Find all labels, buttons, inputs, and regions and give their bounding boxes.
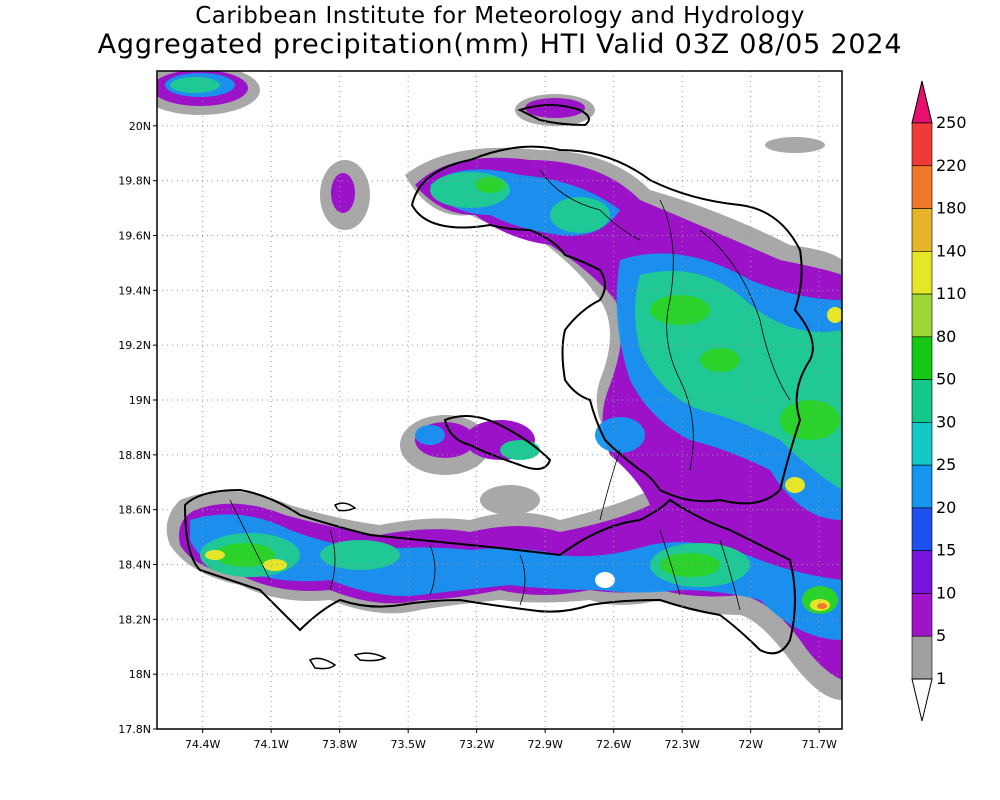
lon-tick-label: 72.6W [596,738,631,751]
lat-tick-label: 18.6N [118,504,151,517]
lat-tick-label: 17.8N [118,723,151,736]
colorbar-label: 110 [936,284,967,303]
lon-tick-label: 71.7W [801,738,836,751]
coastline [183,104,814,670]
colorbar-swatch [911,208,933,252]
grid-lines [157,71,842,729]
colorbar-label: 20 [936,498,956,517]
lat-tick-label: 18N [129,668,151,681]
chart-title: Caribbean Institute for Meteorology and … [195,3,805,29]
lat-tick-label: 19.6N [118,230,151,243]
lon-tick-label: 72W [738,738,763,751]
colorbar-label: 30 [936,412,956,431]
axis-labels: 20N 19.8N 19.6N 19.4N 19.2N 19N 18.8N 18.6N 18.4… [118,120,837,751]
colorbar-swatch [911,422,933,466]
chart-subtitle: Aggregated precipitation(mm) HTI Valid 0… [97,29,903,60]
colorbar-label: 1 [936,669,946,688]
colorbar-top-arrow [911,80,933,124]
lon-tick-label: 73.2W [459,738,494,751]
colorbar-label: 50 [936,370,956,389]
colorbar-label: 140 [936,241,967,260]
colorbar-label: 180 [936,199,967,218]
colorbar-swatch [911,336,933,380]
lat-tick-label: 19.8N [118,175,151,188]
lon-tick-label: 73.8W [322,738,357,751]
lon-tick-label: 74.4W [185,738,220,751]
colorbar-swatch [911,464,933,509]
colorbar-label: 80 [936,327,956,346]
colorbar-label: 220 [936,156,967,175]
colorbar-swatch [911,507,933,551]
colorbar-swatch [911,165,933,209]
lon-tick-label: 72.3W [664,738,699,751]
colorbar-swatch [911,122,933,167]
colorbar-label: 5 [936,626,946,645]
colorbar-swatch [911,379,933,423]
colorbar-swatch [911,251,933,295]
lat-tick-label: 19.4N [118,284,151,297]
precip-field [157,71,842,700]
lon-tick-label: 72.9W [527,738,562,751]
colorbar-label: 25 [936,455,956,474]
lat-tick-label: 20N [129,120,151,133]
colorbar-label: 250 [936,113,967,132]
lat-tick-label: 18.2N [118,613,151,626]
colorbar-label: 15 [936,541,956,560]
colorbar-swatch [911,550,933,594]
lat-tick-label: 19.2N [118,339,151,352]
lat-tick-label: 18.4N [118,559,151,572]
colorbar-legend: 250 220 180 140 110 80 50 30 25 20 15 10 5 1 [911,80,967,722]
colorbar-swatch [911,635,933,680]
colorbar-bottom-arrow [911,678,933,722]
lat-tick-label: 18.8N [118,449,151,462]
lon-tick-label: 74.1W [253,738,288,751]
colorbar-label: 10 [936,583,956,602]
colorbar-swatch [911,593,933,637]
lat-tick-label: 19N [129,394,151,407]
colorbar-swatch [911,293,933,338]
lon-tick-label: 73.5W [390,738,425,751]
